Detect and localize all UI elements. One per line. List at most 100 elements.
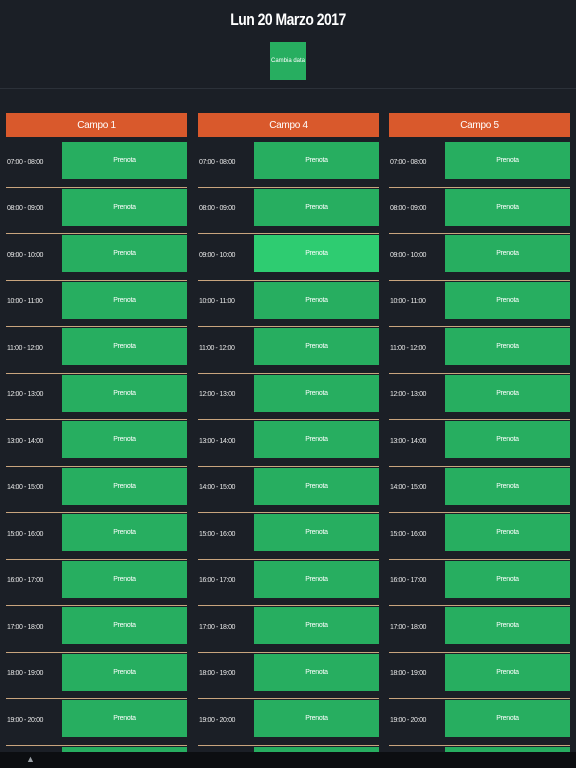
book-button[interactable]: Prenota bbox=[254, 514, 379, 551]
book-button[interactable]: Prenota bbox=[254, 560, 379, 598]
slot-row: 07:00 - 08:00 Prenota bbox=[389, 141, 570, 188]
slot-row: 13:00 - 14:00 Prenota bbox=[389, 420, 570, 467]
court-column: Campo 1 07:00 - 08:00 Prenota 08:00 - 09:00… bbox=[6, 113, 187, 768]
court-header: Campo 5 bbox=[389, 113, 570, 137]
slot-row: 09:00 - 10:00 Prenota bbox=[389, 234, 570, 281]
slot-time: 16:00 - 17:00 bbox=[199, 577, 236, 584]
slot-row: 10:00 - 11:00 Prenota bbox=[6, 281, 187, 327]
slot-time: 11:00 - 12:00 bbox=[390, 344, 426, 352]
slot-time: 10:00 - 11:00 bbox=[390, 298, 426, 305]
slot-row: 14:00 - 15:00 Prenota bbox=[198, 467, 379, 513]
book-button[interactable]: Prenota bbox=[254, 328, 379, 365]
book-button[interactable]: Prenota bbox=[445, 607, 570, 644]
slot-time: 17:00 - 18:00 bbox=[199, 623, 236, 631]
book-button[interactable]: Prenota bbox=[254, 235, 379, 272]
book-button[interactable]: Prenota bbox=[254, 421, 379, 458]
slot-time: 17:00 - 18:00 bbox=[7, 623, 44, 631]
slot-time: 08:00 - 09:00 bbox=[7, 205, 44, 212]
book-button[interactable]: Prenota bbox=[62, 653, 187, 691]
book-button[interactable]: Prenota bbox=[445, 142, 570, 179]
slot-time: 19:00 - 20:00 bbox=[199, 716, 236, 724]
book-button[interactable]: Prenota bbox=[254, 281, 379, 319]
slot-time: 09:00 - 10:00 bbox=[390, 251, 427, 259]
book-button[interactable]: Prenota bbox=[445, 421, 570, 458]
slot-time: 11:00 - 12:00 bbox=[199, 344, 235, 352]
slot-time: 13:00 - 14:00 bbox=[390, 437, 427, 445]
slot-time: 07:00 - 08:00 bbox=[7, 158, 44, 166]
slot-time: 09:00 - 10:00 bbox=[7, 251, 44, 259]
slot-time: 15:00 - 16:00 bbox=[7, 530, 44, 538]
slot-row: 10:00 - 11:00 Prenota bbox=[198, 281, 379, 327]
slot-time: 09:00 - 10:00 bbox=[199, 251, 236, 259]
book-button[interactable]: Prenota bbox=[62, 374, 187, 412]
court-header: Campo 4 bbox=[198, 113, 379, 137]
book-button[interactable]: Prenota bbox=[445, 700, 570, 737]
book-button[interactable]: Prenota bbox=[62, 281, 187, 319]
slot-row: 14:00 - 15:00 Prenota bbox=[6, 467, 187, 513]
book-button[interactable]: Prenota bbox=[254, 607, 379, 644]
slot-row: 19:00 - 20:00 Prenota bbox=[389, 699, 570, 746]
book-button[interactable]: Prenota bbox=[62, 421, 187, 458]
slot-time: 19:00 - 20:00 bbox=[390, 716, 427, 724]
slot-row: 18:00 - 19:00 Prenota bbox=[198, 653, 379, 699]
slot-time: 08:00 - 09:00 bbox=[390, 205, 427, 212]
slot-row: 15:00 - 16:00 Prenota bbox=[6, 513, 187, 560]
slot-row: 18:00 - 19:00 Prenota bbox=[389, 653, 570, 699]
book-button[interactable]: Prenota bbox=[62, 607, 187, 644]
slot-row: 12:00 - 13:00 Prenota bbox=[389, 374, 570, 420]
book-button[interactable]: Prenota bbox=[254, 467, 379, 505]
slot-time: 12:00 - 13:00 bbox=[390, 391, 427, 398]
slot-row: 17:00 - 18:00 Prenota bbox=[198, 606, 379, 653]
book-button[interactable]: Prenota bbox=[62, 514, 187, 551]
slot-time: 14:00 - 15:00 bbox=[199, 484, 236, 491]
book-button[interactable]: Prenota bbox=[62, 467, 187, 505]
slot-row: 13:00 - 14:00 Prenota bbox=[6, 420, 187, 467]
book-button[interactable]: Prenota bbox=[62, 560, 187, 598]
slot-list: 07:00 - 08:00 Prenota 08:00 - 09:00 Prenota… bbox=[198, 141, 379, 768]
slot-time: 07:00 - 08:00 bbox=[199, 158, 236, 166]
book-button[interactable]: Prenota bbox=[62, 700, 187, 737]
slot-row: 11:00 - 12:00 Prenota bbox=[198, 327, 379, 374]
book-button[interactable]: Prenota bbox=[62, 188, 187, 226]
book-button[interactable]: Prenota bbox=[445, 374, 570, 412]
slot-row: 14:00 - 15:00 Prenota bbox=[389, 467, 570, 513]
book-button[interactable]: Prenota bbox=[254, 374, 379, 412]
slot-row: 07:00 - 08:00 Prenota bbox=[198, 141, 379, 188]
slot-row: 12:00 - 13:00 Prenota bbox=[6, 374, 187, 420]
slot-row: 19:00 - 20:00 Prenota bbox=[198, 699, 379, 746]
book-button[interactable]: Prenota bbox=[445, 467, 570, 505]
slot-row: 08:00 - 09:00 Prenota bbox=[198, 188, 379, 234]
slot-row: 16:00 - 17:00 Prenota bbox=[198, 560, 379, 606]
book-button[interactable]: Prenota bbox=[254, 142, 379, 179]
slot-time: 15:00 - 16:00 bbox=[390, 530, 427, 538]
slot-time: 13:00 - 14:00 bbox=[7, 437, 44, 445]
book-button[interactable]: Prenota bbox=[445, 281, 570, 319]
change-date-button[interactable]: Cambia data bbox=[270, 42, 306, 80]
slot-time: 18:00 - 19:00 bbox=[7, 670, 44, 677]
book-button[interactable]: Prenota bbox=[445, 188, 570, 226]
slot-row: 16:00 - 17:00 Prenota bbox=[6, 560, 187, 606]
bottom-bar: ▲ bbox=[0, 752, 576, 768]
book-button[interactable]: Prenota bbox=[445, 560, 570, 598]
slot-time: 10:00 - 11:00 bbox=[7, 298, 43, 305]
book-button[interactable]: Prenota bbox=[254, 700, 379, 737]
book-button[interactable]: Prenota bbox=[254, 188, 379, 226]
court-column: Campo 4 07:00 - 08:00 Prenota 08:00 - 09:00… bbox=[198, 113, 379, 768]
book-button[interactable]: Prenota bbox=[62, 142, 187, 179]
up-arrow-icon[interactable]: ▲ bbox=[26, 754, 35, 764]
book-button[interactable]: Prenota bbox=[62, 235, 187, 272]
book-button[interactable]: Prenota bbox=[254, 653, 379, 691]
book-button[interactable]: Prenota bbox=[445, 653, 570, 691]
slot-time: 08:00 - 09:00 bbox=[199, 205, 236, 212]
book-button[interactable]: Prenota bbox=[62, 328, 187, 365]
slot-time: 18:00 - 19:00 bbox=[390, 670, 427, 677]
slot-row: 12:00 - 13:00 Prenota bbox=[198, 374, 379, 420]
book-button[interactable]: Prenota bbox=[445, 328, 570, 365]
court-column: Campo 5 07:00 - 08:00 Prenota 08:00 - 09:00… bbox=[389, 113, 570, 768]
slot-row: 18:00 - 19:00 Prenota bbox=[6, 653, 187, 699]
book-button[interactable]: Prenota bbox=[445, 235, 570, 272]
slot-row: 17:00 - 18:00 Prenota bbox=[389, 606, 570, 653]
book-button[interactable]: Prenota bbox=[445, 514, 570, 551]
slot-row: 08:00 - 09:00 Prenota bbox=[389, 188, 570, 234]
